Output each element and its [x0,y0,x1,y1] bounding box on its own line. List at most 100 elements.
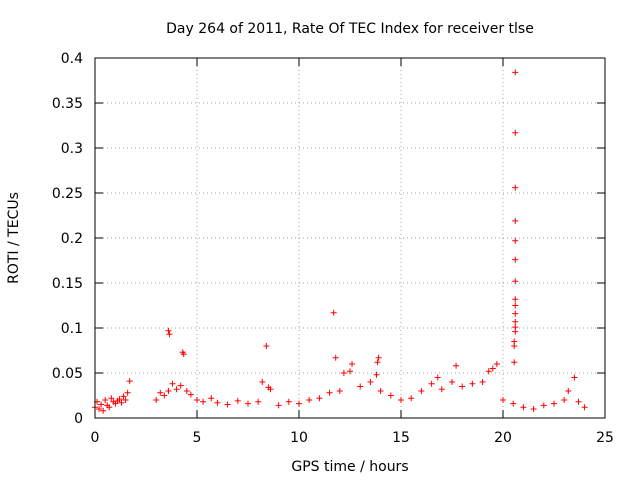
x-tick-label: 25 [596,430,614,446]
data-point [485,368,492,375]
data-point [500,397,506,403]
data-point [511,338,518,345]
data-point [165,388,172,394]
data-point [157,389,164,396]
data-point [374,359,381,366]
y-axis-title: ROTI / TECUs [6,192,22,284]
data-point [169,380,176,387]
grid-lines [95,58,605,418]
data-point [187,391,194,398]
data-point [340,370,347,376]
x-tick-label: 10 [290,430,308,446]
data-point [428,380,435,387]
data-point [166,331,173,338]
data-point [489,365,496,372]
data-point [512,296,519,303]
data-point [326,389,333,396]
data-point [180,351,187,358]
data-point [398,397,404,403]
data-point [512,237,519,244]
data-point [347,368,353,375]
data-point [512,184,519,191]
data-point [267,386,274,393]
data-point [493,361,500,367]
data-point [208,395,215,402]
data-point [349,361,356,367]
data-point [165,327,172,334]
data-point [512,278,519,285]
y-tick-label: 0.4 [61,51,83,67]
y-tick-label: 0.15 [52,276,83,292]
chart-title: Day 264 of 2011, Rate Of TEC Index for r… [166,21,534,37]
data-point [116,396,123,403]
data-point [224,401,231,408]
data-point [332,354,339,361]
data-point [565,388,572,394]
y-tick-label: 0 [74,411,83,427]
data-point [512,69,519,76]
data-point [234,397,241,404]
data-point [512,256,519,263]
data-point [194,397,200,403]
y-tick-label: 0.35 [52,96,83,112]
data-point [316,395,323,402]
y-tick-label: 0.3 [61,141,83,157]
y-tick-label: 0.1 [61,321,83,337]
data-point [571,374,578,381]
data-point [120,393,127,400]
data-point [512,302,519,309]
data-point [434,374,441,381]
data-point [296,400,302,407]
data-point [285,398,292,405]
data-point [161,392,168,399]
data-point [449,379,455,385]
data-point [306,397,313,403]
data-point [408,395,415,402]
y-tick-label: 0.2 [61,231,83,247]
data-point [263,343,270,349]
data-point [520,404,527,411]
y-tick-label: 0.05 [52,366,83,382]
data-point [275,402,282,409]
data-point [245,400,251,407]
data-point [259,379,266,385]
data-point [98,401,105,408]
data-point [173,386,180,393]
data-point [530,406,537,412]
data-point [512,217,519,224]
data-point [96,406,103,412]
data-point [124,389,131,396]
data-point [183,388,190,394]
data-point [469,380,476,387]
data-point [122,397,129,403]
data-point [581,404,588,411]
data-point [453,362,460,369]
data-point [512,318,519,325]
data-point [512,324,519,331]
data-point [102,397,109,403]
data-point [200,398,207,405]
data-point [100,407,107,414]
y-tick-label: 0.25 [52,186,83,202]
data-point [377,388,384,394]
data-point [387,392,394,399]
x-tick-label: 20 [494,430,512,446]
data-point [375,354,382,361]
data-point [126,378,133,385]
data-point [540,402,547,409]
data-point [336,388,343,394]
data-point [575,398,582,405]
x-axis-title: GPS time / hours [291,459,408,475]
data-point [153,397,160,403]
x-tick-label: 15 [392,430,410,446]
data-point [511,359,518,366]
data-point [118,399,125,406]
data-point [479,379,486,385]
data-point [512,129,519,136]
x-tick-label: 5 [193,430,202,446]
data-points [92,69,588,414]
data-point [367,379,374,385]
data-point [357,383,364,390]
data-point [459,383,466,390]
